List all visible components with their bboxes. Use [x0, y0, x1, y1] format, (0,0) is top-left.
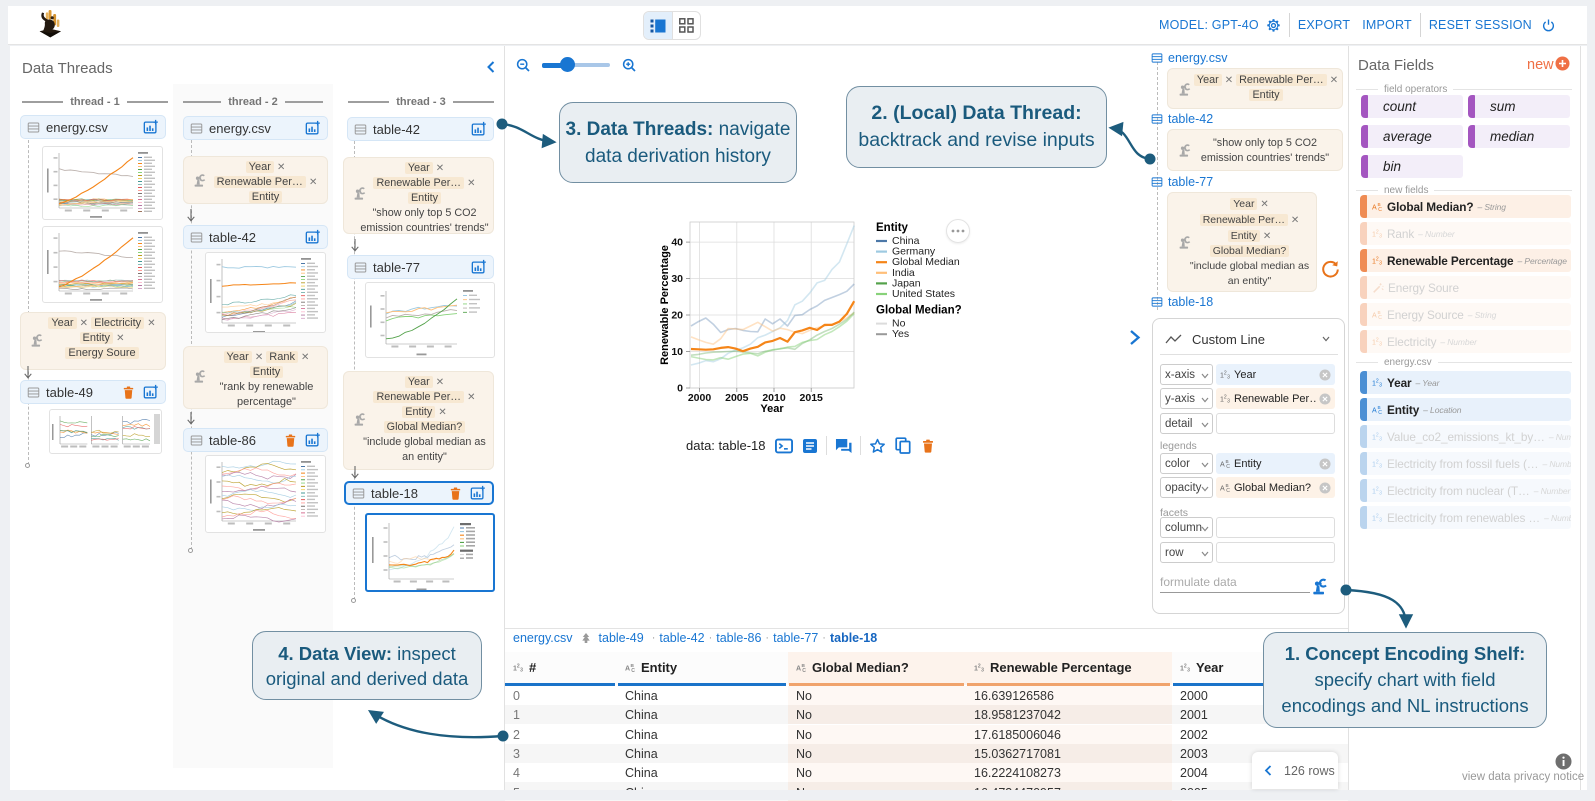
svg-text:2: 2: [517, 664, 520, 670]
svg-text:2: 2: [1376, 460, 1379, 466]
svg-text:2010: 2010: [762, 392, 786, 404]
svg-text:2015: 2015: [800, 392, 824, 404]
svg-text:B: B: [1226, 459, 1229, 464]
svg-text:2: 2: [978, 664, 981, 670]
svg-text:2: 2: [1184, 664, 1187, 670]
svg-text:Global Median?: Global Median?: [876, 305, 962, 317]
svg-text:B: B: [1378, 202, 1381, 207]
svg-text:3: 3: [1227, 398, 1230, 404]
svg-text:3: 3: [520, 667, 523, 673]
svg-text:Yes: Yes: [892, 328, 909, 340]
svg-text:1: 1: [1372, 489, 1376, 496]
svg-text:10: 10: [671, 346, 683, 358]
svg-text:40: 40: [671, 237, 683, 249]
svg-text:Japan: Japan: [892, 277, 921, 289]
svg-text:C: C: [1226, 488, 1230, 493]
svg-text:20: 20: [671, 310, 683, 322]
svg-text:No: No: [892, 318, 906, 330]
svg-text:1: 1: [1372, 435, 1376, 442]
svg-text:2: 2: [1376, 379, 1379, 385]
svg-text:United States: United States: [892, 288, 955, 300]
svg-text:Global Median: Global Median: [892, 256, 960, 268]
svg-text:1: 1: [974, 666, 978, 673]
svg-text:C: C: [802, 668, 806, 673]
svg-text:B: B: [631, 663, 635, 668]
svg-text:A: A: [1372, 313, 1377, 320]
svg-text:3: 3: [1379, 341, 1382, 347]
svg-text:2000: 2000: [688, 392, 712, 404]
svg-text:2: 2: [1224, 371, 1227, 377]
svg-text:C: C: [631, 668, 635, 673]
svg-text:3: 3: [1227, 374, 1230, 380]
svg-text:B: B: [1378, 405, 1381, 410]
svg-text:3: 3: [1379, 260, 1382, 266]
svg-text:B: B: [802, 663, 806, 668]
svg-text:1: 1: [1220, 397, 1224, 404]
svg-text:A: A: [1220, 462, 1225, 469]
svg-text:Germany: Germany: [892, 246, 936, 258]
svg-text:1: 1: [1372, 340, 1376, 347]
svg-text:0: 0: [677, 383, 683, 395]
svg-text:3: 3: [1187, 667, 1190, 673]
svg-text:3: 3: [981, 667, 984, 673]
svg-text:Entity: Entity: [876, 222, 909, 234]
svg-text:3: 3: [1379, 382, 1382, 388]
svg-text:3: 3: [1379, 233, 1382, 239]
svg-text:2: 2: [1376, 230, 1379, 236]
svg-text:2: 2: [1224, 395, 1227, 401]
svg-text:C: C: [1378, 207, 1382, 212]
svg-text:Year: Year: [760, 403, 784, 415]
svg-text:A: A: [1372, 408, 1377, 415]
svg-text:C: C: [1378, 410, 1382, 415]
svg-text:Renewable Percentage: Renewable Percentage: [659, 245, 671, 365]
svg-text:China: China: [892, 235, 920, 247]
svg-text:1: 1: [1372, 381, 1376, 388]
svg-text:1: 1: [1372, 259, 1376, 266]
svg-text:1: 1: [1372, 462, 1376, 469]
svg-text:1: 1: [513, 666, 517, 673]
svg-text:A: A: [625, 666, 630, 673]
svg-text:1: 1: [1180, 666, 1184, 673]
svg-text:A: A: [1220, 486, 1225, 493]
svg-text:1: 1: [1372, 232, 1376, 239]
svg-text:A: A: [1372, 205, 1377, 212]
svg-text:India: India: [892, 267, 915, 279]
svg-text:A: A: [796, 666, 801, 673]
svg-text:C: C: [1226, 464, 1230, 469]
svg-text:B: B: [1226, 483, 1229, 488]
svg-text:3: 3: [1379, 490, 1382, 496]
svg-text:1: 1: [1372, 516, 1376, 523]
svg-text:3: 3: [1379, 517, 1382, 523]
svg-text:2: 2: [1376, 257, 1379, 263]
svg-text:3: 3: [1379, 463, 1382, 469]
svg-text:2: 2: [1376, 338, 1379, 344]
svg-text:3: 3: [1379, 436, 1382, 442]
svg-text:2: 2: [1376, 487, 1379, 493]
svg-text:2: 2: [1376, 514, 1379, 520]
svg-text:2005: 2005: [725, 392, 749, 404]
svg-text:2: 2: [1376, 433, 1379, 439]
svg-text:1: 1: [1220, 373, 1224, 380]
svg-text:C: C: [1378, 315, 1382, 320]
svg-text:30: 30: [671, 273, 683, 285]
svg-text:B: B: [1378, 310, 1381, 315]
